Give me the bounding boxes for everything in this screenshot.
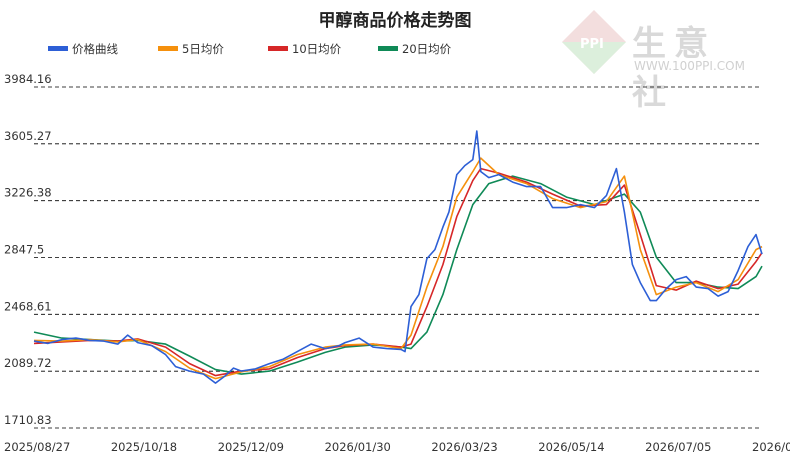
legend-label: 20日均价 <box>402 42 452 56</box>
y-tick-label: 3984.16 <box>4 72 52 86</box>
logo-text: PPI <box>580 37 604 52</box>
x-tick-label: 2025/10/18 <box>111 440 177 454</box>
x-tick-label: 2026/08/27 <box>752 440 790 454</box>
x-tick-label: 2025/08/27 <box>4 440 70 454</box>
legend-item-ma20: 20日均价 <box>378 41 451 57</box>
y-tick-label: 2847.5 <box>4 242 44 256</box>
x-tick-label: 2026/03/23 <box>431 440 497 454</box>
x-tick-label: 2026/05/14 <box>538 440 604 454</box>
legend-swatch <box>268 46 288 51</box>
legend-swatch <box>48 46 68 51</box>
legend-swatch <box>158 46 178 51</box>
y-tick-label: 3605.27 <box>4 129 52 143</box>
y-tick-label: 1710.83 <box>4 413 52 427</box>
x-tick-label: 2026/01/30 <box>325 440 391 454</box>
legend-label: 5日均价 <box>182 42 224 56</box>
y-tick-label: 2468.61 <box>4 299 52 313</box>
legend-item-ma5: 5日均价 <box>158 41 224 57</box>
series-line-ma5 <box>33 157 763 380</box>
legend-label: 10日均价 <box>292 42 342 56</box>
legend-item-price: 价格曲线 <box>48 41 118 57</box>
watermark-brand: 生意社 <box>632 24 716 113</box>
y-tick-label: 2089.72 <box>4 356 52 370</box>
watermark-url: WWW.100PPI.COM <box>634 59 745 73</box>
series-line-ma10 <box>33 167 763 377</box>
y-tick-label: 3226.38 <box>4 186 52 200</box>
x-tick-label: 2025/12/09 <box>218 440 284 454</box>
watermark: PPI 生意社 WWW.100PPI.COM <box>554 8 754 113</box>
legend-swatch <box>378 46 398 51</box>
series-line-ma20 <box>33 175 763 375</box>
legend-label: 价格曲线 <box>72 42 118 56</box>
chart-title: 甲醇商品价格走势图 <box>318 11 472 31</box>
x-tick-label: 2026/07/05 <box>645 440 711 454</box>
legend-item-ma10: 10日均价 <box>268 41 341 57</box>
ppi-logo-icon: PPI <box>562 10 626 74</box>
series-line-price <box>33 130 763 384</box>
